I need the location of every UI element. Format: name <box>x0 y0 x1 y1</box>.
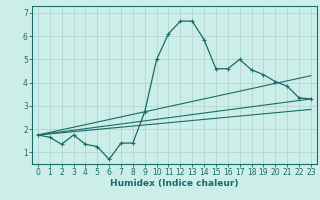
X-axis label: Humidex (Indice chaleur): Humidex (Indice chaleur) <box>110 179 239 188</box>
